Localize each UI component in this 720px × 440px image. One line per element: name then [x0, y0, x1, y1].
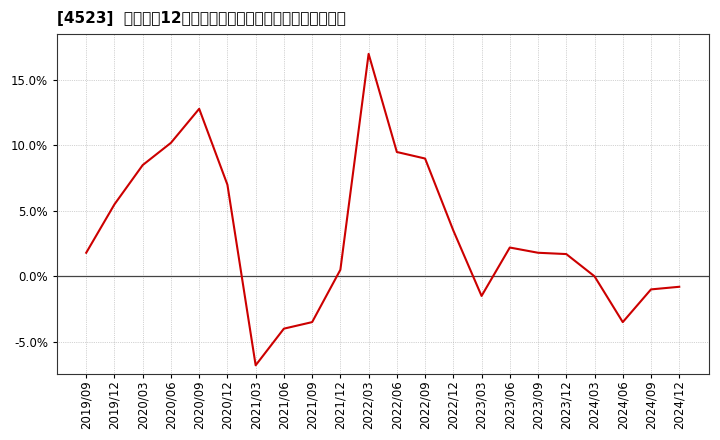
Text: [4523]  売上高の12か月移動合計の対前年同期増減率の推移: [4523] 売上高の12か月移動合計の対前年同期増減率の推移 — [57, 11, 346, 26]
